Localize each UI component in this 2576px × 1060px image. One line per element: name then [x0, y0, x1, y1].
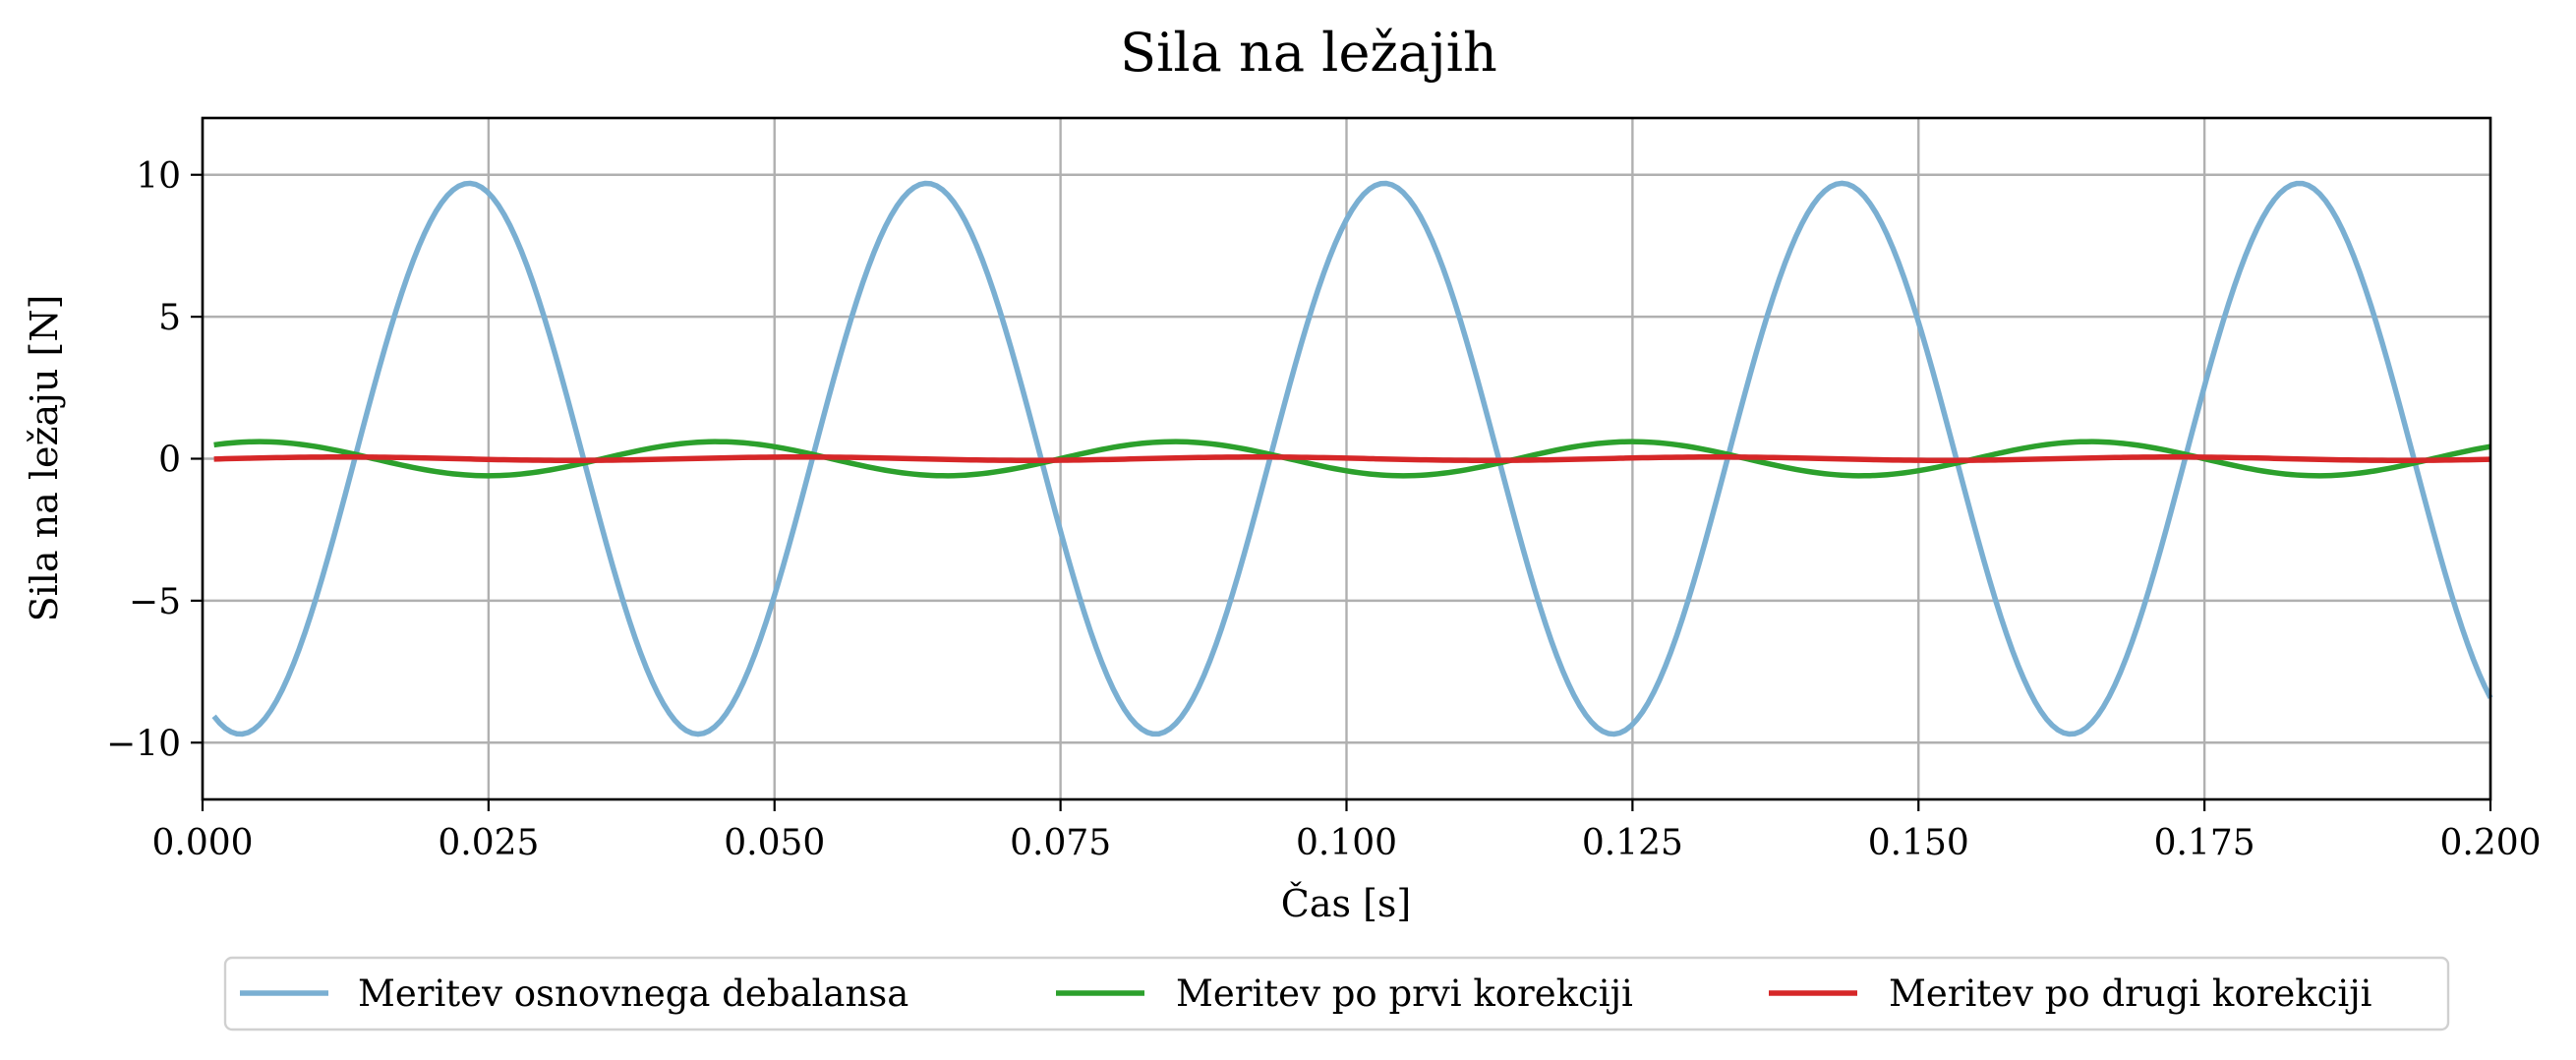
x-tick-label: 0.200: [2439, 823, 2541, 863]
x-axis-ticks: 0.000 0.025 0.050 0.075 0.100 0.125 0.150 0.175…: [151, 799, 2542, 863]
x-tick-label: 0.000: [151, 823, 253, 863]
legend-box: [223, 956, 2450, 1031]
y-tick-label: −10: [106, 724, 181, 764]
y-axis-ticks: −10 −5 0 5 10: [106, 156, 203, 764]
data-series-lines: [211, 180, 2493, 737]
y-tick-label: 0: [158, 441, 181, 481]
y-tick-label: 10: [136, 156, 181, 197]
legend-label-second-correction: Meritev po drugi korekciji: [1889, 972, 2372, 1015]
x-tick-label: 0.025: [438, 823, 539, 863]
legend-label-base-imbalance: Meritev osnovnega debalansa: [358, 972, 908, 1015]
chart-title: Sila na ležajih: [1120, 22, 1497, 84]
series-line-second-correction: [213, 454, 2491, 463]
x-tick-label: 0.150: [1868, 823, 1969, 863]
x-tick-label: 0.050: [724, 823, 825, 863]
x-tick-label: 0.125: [1582, 823, 1683, 863]
x-axis-label: Čas [s]: [1281, 882, 1411, 925]
x-tick-label: 0.075: [1010, 823, 1111, 863]
x-tick-label: 0.100: [1296, 823, 1397, 863]
y-tick-label: −5: [129, 582, 181, 622]
y-tick-label: 5: [158, 298, 181, 338]
series-line-base-imbalance: [211, 180, 2493, 737]
x-tick-label: 0.175: [2154, 823, 2255, 863]
legend: Meritev osnovnega debalansa Meritev po p…: [223, 956, 2450, 1031]
y-axis-label: Sila na ležaju [N]: [23, 295, 66, 622]
legend-label-first-correction: Meritev po prvi korekciji: [1176, 972, 1633, 1015]
